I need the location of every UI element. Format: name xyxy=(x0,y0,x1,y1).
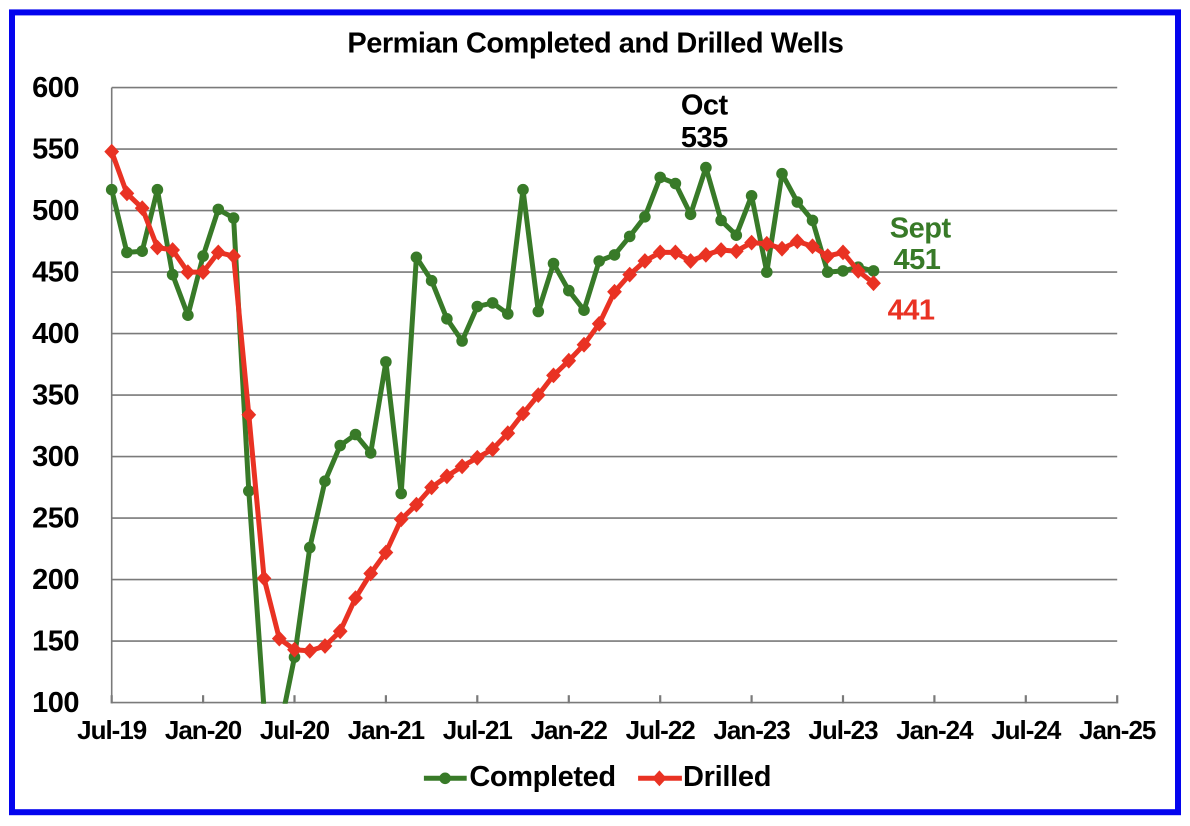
svg-text:150: 150 xyxy=(32,626,79,658)
svg-text:Drilled: Drilled xyxy=(683,761,771,793)
svg-text:300: 300 xyxy=(32,441,79,473)
svg-text:Jul-21: Jul-21 xyxy=(443,715,513,745)
svg-text:500: 500 xyxy=(32,195,79,227)
svg-text:441: 441 xyxy=(888,295,935,327)
svg-text:Jan-25: Jan-25 xyxy=(1079,715,1156,745)
svg-text:Oct: Oct xyxy=(681,90,729,122)
svg-text:Jan-24: Jan-24 xyxy=(896,715,974,745)
svg-text:250: 250 xyxy=(32,503,79,535)
svg-text:100: 100 xyxy=(32,687,79,719)
svg-text:600: 600 xyxy=(32,72,79,104)
svg-text:Jul-22: Jul-22 xyxy=(626,715,696,745)
svg-text:Permian Completed and Drilled: Permian Completed and Drilled Wells xyxy=(347,28,843,60)
svg-text:Sept: Sept xyxy=(890,213,952,245)
svg-text:Jul-23: Jul-23 xyxy=(808,715,878,745)
svg-text:200: 200 xyxy=(32,564,79,596)
svg-text:Jan-22: Jan-22 xyxy=(531,715,608,745)
svg-text:Jan-23: Jan-23 xyxy=(713,715,790,745)
svg-text:451: 451 xyxy=(893,244,940,276)
svg-text:550: 550 xyxy=(32,134,79,166)
svg-text:400: 400 xyxy=(32,318,79,350)
svg-text:535: 535 xyxy=(681,122,728,154)
svg-text:Jan-21: Jan-21 xyxy=(348,715,425,745)
svg-text:Jul-19: Jul-19 xyxy=(77,715,147,745)
svg-text:Completed: Completed xyxy=(469,761,615,793)
svg-text:Jan-20: Jan-20 xyxy=(165,715,242,745)
svg-text:Jul-20: Jul-20 xyxy=(260,715,330,745)
svg-text:450: 450 xyxy=(32,257,79,289)
svg-text:Jul-24: Jul-24 xyxy=(991,715,1062,745)
svg-text:350: 350 xyxy=(32,380,79,412)
